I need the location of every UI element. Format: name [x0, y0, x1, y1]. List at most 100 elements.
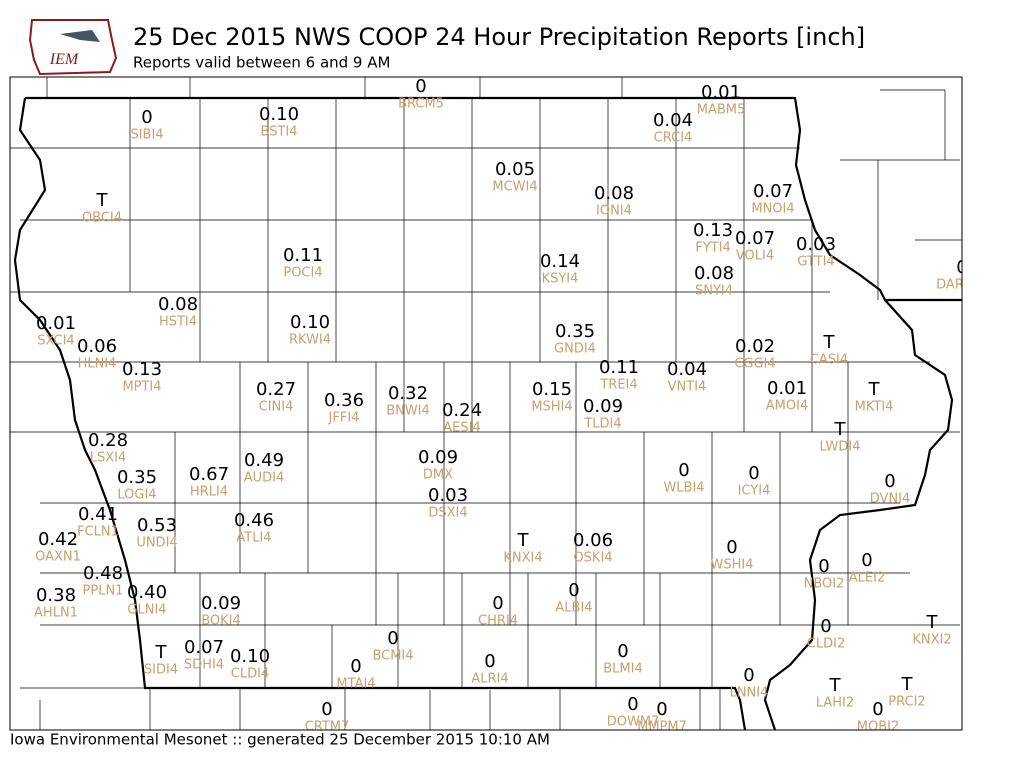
station-id: LWDI4 — [819, 440, 860, 455]
station-value: T — [901, 674, 914, 695]
station-id: SNYI4 — [695, 284, 733, 299]
station-value: T — [926, 612, 939, 633]
station-id: BRCM5 — [398, 97, 444, 112]
station-value: 0 — [656, 699, 667, 720]
station-id: DOWM7 — [607, 715, 660, 730]
station-id: UNDI4 — [136, 536, 177, 551]
station-value: 0.07 — [735, 228, 775, 249]
station-id: KSYI4 — [542, 272, 579, 287]
station-value: 0.04 — [653, 110, 693, 131]
station-id: RKWI4 — [289, 333, 331, 348]
station-id: IONI4 — [596, 204, 632, 219]
station-value: 0.14 — [540, 251, 580, 272]
station-id: GLNI4 — [127, 603, 166, 618]
station-id: HSTI4 — [159, 315, 197, 330]
station-id: AESI4 — [443, 421, 480, 436]
station-value: 0 — [818, 556, 829, 577]
station-value: 0 — [350, 656, 361, 677]
station-value: 0.03 — [428, 485, 468, 506]
station-value: 0 — [726, 537, 737, 558]
station-id: AUDI4 — [244, 471, 285, 486]
station-id: OAXN1 — [35, 550, 81, 565]
station-value: 0.04 — [667, 359, 707, 380]
state-border — [13, 96, 962, 730]
station-id: ALRI4 — [471, 672, 508, 687]
station-id: SIDI4 — [144, 663, 178, 678]
station-value: 0.08 — [158, 294, 198, 315]
station-id: OSKI4 — [573, 551, 612, 566]
station-id: HRLI4 — [190, 485, 228, 500]
station-value: 0 — [492, 593, 503, 614]
title: 25 Dec 2015 NWS COOP 24 Hour Precipitati… — [133, 23, 865, 51]
station-value: T — [96, 190, 109, 211]
station-id: SXCI4 — [37, 334, 74, 349]
station-id: GTTI4 — [797, 255, 834, 270]
station-id: CASI4 — [810, 353, 848, 368]
station-value: T — [868, 379, 881, 400]
station-id: CRCI4 — [654, 131, 693, 146]
station-id: KNXI2 — [912, 633, 951, 648]
station-value: 0.13 — [122, 359, 162, 380]
footer: Iowa Environmental Mesonet :: generated … — [10, 731, 550, 749]
station-value: 0 — [884, 471, 895, 492]
station-value: 0.10 — [230, 646, 270, 667]
station-value: 0.49 — [244, 450, 284, 471]
station-id: PRCI2 — [888, 695, 925, 710]
station-value: 0.27 — [256, 379, 296, 400]
station-id: WLBI4 — [663, 481, 704, 496]
station-id: BOKI4 — [201, 614, 241, 629]
station-id: AMOI4 — [766, 399, 808, 414]
station-value: 0.36 — [324, 390, 364, 411]
station-value: 0 — [484, 651, 495, 672]
station-value: 0.01 — [36, 313, 76, 334]
station-value: 0.24 — [442, 400, 482, 421]
station-value: 0.11 — [283, 245, 323, 266]
station-value: 0 — [678, 460, 689, 481]
station-value: 0 — [415, 76, 426, 97]
station-value: 0 — [568, 580, 579, 601]
station-id: MPTI4 — [122, 380, 161, 395]
station-value: 0.35 — [117, 467, 157, 488]
station-value: 0.48 — [83, 563, 123, 584]
station-id: DVNI4 — [870, 492, 911, 507]
station-id: ICYI4 — [738, 484, 771, 499]
station-id: BCMI4 — [372, 649, 413, 664]
station-value: 0.32 — [388, 383, 428, 404]
station-id: WSHI4 — [711, 558, 754, 573]
